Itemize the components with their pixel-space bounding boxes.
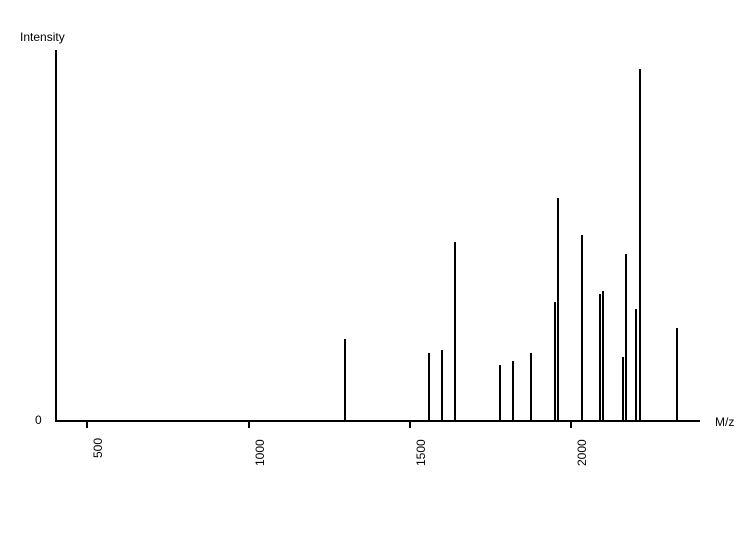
x-axis-title: M/z bbox=[715, 415, 734, 429]
spectrum-peak bbox=[441, 350, 443, 420]
y-axis-line bbox=[55, 50, 57, 422]
spectrum-peak bbox=[639, 69, 641, 421]
mass-spectrum-chart: Intensity 0 M/z 500 1000 1500 2000 bbox=[0, 0, 750, 540]
spectrum-peak bbox=[557, 198, 559, 420]
spectrum-peak bbox=[512, 361, 514, 420]
x-tick bbox=[570, 422, 572, 428]
spectrum-peak bbox=[344, 339, 346, 420]
spectrum-peak bbox=[530, 353, 532, 420]
spectrum-peak bbox=[454, 242, 456, 420]
y-axis-title: Intensity bbox=[20, 30, 65, 44]
x-tick-label: 500 bbox=[91, 438, 105, 458]
x-tick-label: 1500 bbox=[414, 439, 428, 466]
spectrum-peak bbox=[428, 353, 430, 420]
x-tick-label: 2000 bbox=[575, 439, 589, 466]
spectrum-peak bbox=[622, 357, 624, 420]
x-tick bbox=[86, 422, 88, 428]
spectrum-peak bbox=[602, 291, 604, 421]
spectrum-peak bbox=[625, 254, 627, 421]
spectrum-peak bbox=[499, 365, 501, 421]
y-axis-zero-label: 0 bbox=[35, 413, 42, 427]
x-tick bbox=[248, 422, 250, 428]
spectrum-peak bbox=[581, 235, 583, 420]
x-axis-line bbox=[55, 420, 700, 422]
spectrum-peak bbox=[676, 328, 678, 421]
x-tick-label: 1000 bbox=[253, 439, 267, 466]
x-tick bbox=[409, 422, 411, 428]
spectrum-peak bbox=[554, 302, 556, 420]
spectrum-peak bbox=[599, 294, 601, 420]
spectrum-peak bbox=[635, 309, 637, 420]
